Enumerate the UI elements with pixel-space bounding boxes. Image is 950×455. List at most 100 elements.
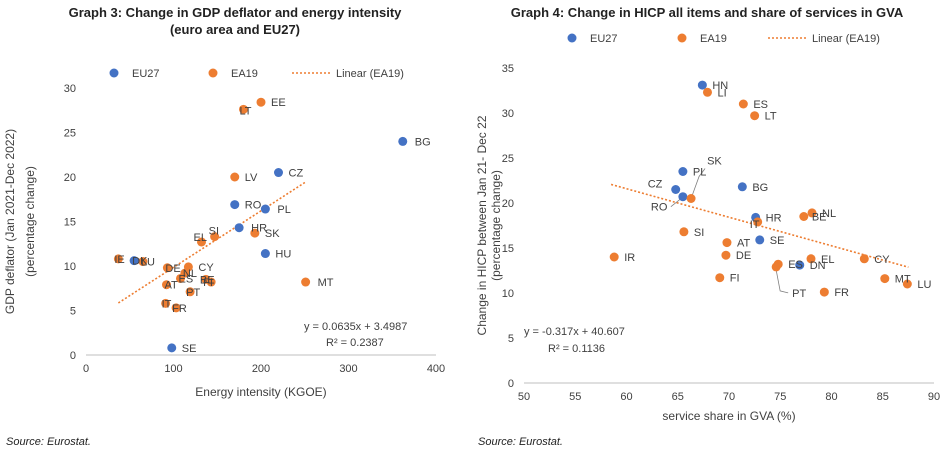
- graph3-trendline: [117, 180, 307, 304]
- graph3-eu27-label-bg: BG: [415, 136, 431, 148]
- graph3-ea19-point-el: [197, 237, 206, 247]
- graph3-ea19-label-at: AT: [165, 280, 179, 292]
- graph4-x-tick-label: 50: [518, 391, 530, 403]
- graph3-y-tick-label: 15: [64, 217, 76, 229]
- graph4-y-tick-label: 0: [508, 378, 514, 390]
- graph3-eu27-point-bg: [398, 136, 408, 146]
- graph3-ea19-point-sk: [250, 228, 260, 238]
- graph4-ea19-point-nl: [807, 208, 817, 218]
- graph4-eu27-label-se: SE: [770, 235, 785, 247]
- graph4-ea19-label-si: SI: [694, 227, 704, 239]
- graph3-title-line2: (euro area and EU27): [169, 22, 301, 37]
- graph3-legend-label: Linear (EA19): [336, 68, 404, 80]
- graph4-x-tick-label: 90: [928, 391, 940, 403]
- graph3-ea19-label-fi: FI: [203, 277, 213, 289]
- graph4-ea19-label-fi: FI: [730, 273, 740, 285]
- graph4-ea19-point-it: [753, 217, 763, 227]
- graph3-eu27-label-pl: PL: [277, 204, 290, 216]
- graph4-ea19-point-cy: [859, 254, 869, 264]
- graph4-ea19-label-at: AT: [737, 238, 751, 250]
- graph3-x-tick-label: 300: [339, 363, 357, 375]
- graph4-eu27-point-bg: [737, 182, 747, 192]
- graph4-ea19-label-lu: LU: [917, 279, 931, 291]
- graph3-eu27-label-hu: HU: [275, 249, 291, 261]
- graph3-eu27-point-dk: [129, 256, 139, 266]
- graph3-eu27-label-se: SE: [182, 343, 197, 355]
- graph3-ea19-label-es: ES: [179, 273, 194, 285]
- graph4-eu27-label-hr: HR: [766, 212, 782, 224]
- graph4-eu27-label-dn: DN: [810, 260, 826, 272]
- graph3-ea19-point-es: [176, 273, 185, 283]
- graph3-source: Source: Eurostat.: [6, 436, 91, 448]
- graph4-ea19-label-lt: LT: [765, 111, 777, 123]
- graph4-y-tick-label: 35: [502, 63, 514, 75]
- graph4-ea19-point-es: [738, 99, 748, 109]
- graph4-x-axis-label: service share in GVA (%): [662, 409, 795, 423]
- graph4-ea19-label-cy: CY: [874, 254, 890, 266]
- graph3-legend-marker: [109, 68, 119, 78]
- graph4-ea19-label-sk: SK: [707, 156, 722, 168]
- graph4-eu27-label-cz: CZ: [648, 179, 663, 191]
- graph4-ea19-label-nl: NL: [822, 208, 836, 220]
- graph3-trend-r2: R² = 0.2387: [326, 337, 384, 349]
- graph4-ea19-point-li: [702, 87, 712, 97]
- graph3-eu27-label-dk: DK: [132, 256, 148, 268]
- graph3-ea19-label-lt: LT: [240, 105, 252, 117]
- graph4-ea19-label-fr: FR: [834, 287, 849, 299]
- graph4-ea19-point-ir: [609, 252, 619, 262]
- graph4-ea19-point-sk: [686, 194, 696, 203]
- graph3-ea19-point-fr: [171, 303, 181, 313]
- graph4-ea19-point-pt: [771, 262, 781, 272]
- graph3-eu27-label-hr: HR: [251, 223, 267, 235]
- graph4-leader-line: [670, 198, 682, 208]
- graph3-eu27-point-hu: [260, 249, 270, 259]
- graph4-eu27-point-dn: [795, 260, 805, 270]
- graph3-y-tick-label: 0: [70, 350, 76, 362]
- graph4-x-tick-label: 65: [672, 391, 684, 403]
- graph3-ea19-label-lu: LU: [141, 257, 155, 269]
- graph3-ea19-label-el: EL: [194, 232, 207, 244]
- graph4-ea19-label-mt: MT: [895, 274, 911, 286]
- graph3-eu27-point-se: [167, 343, 177, 353]
- graph4-title-line1: Graph 4: Change in HICP all items and sh…: [510, 5, 904, 20]
- graph3-eu27-label-cz: CZ: [289, 168, 304, 180]
- graph4-chart: 50 55 60 65 70 75 80 85 90 0 5 10 15 20 25 30 35 service …: [475, 33, 940, 423]
- graph3-legend-label: EU27: [132, 68, 160, 80]
- graph3-ea19-point-at: [162, 280, 171, 290]
- graph3-ea19-point-lu: [138, 257, 148, 267]
- graph3-eu27-point-pl: [260, 204, 270, 214]
- graph4-eu27-label-bg: BG: [752, 182, 768, 194]
- graph4-ea19-label-pt: PT: [792, 288, 806, 300]
- graph3-y-tick-label: 5: [70, 306, 76, 318]
- graph4-ea19-point-lu: [902, 279, 912, 289]
- graph4-x-tick-label: 75: [774, 391, 786, 403]
- graph3-chart: 0 100 200 300 400 0 5 10 15 20 25 30 Energy intensit…: [3, 68, 445, 399]
- graph4-ea19-label-de: DE: [736, 250, 751, 262]
- graph4-ea19-point-fi: [715, 273, 725, 283]
- graph4-y-axis-label: Change in HICP between Jan 21- Dec 22: [475, 115, 489, 335]
- graph4-y-tick-label: 30: [502, 108, 514, 120]
- graph4-panel: Graph 4: Change in HICP all items and sh…: [472, 0, 950, 455]
- graph4-eu27-point-hn: [697, 80, 707, 90]
- graph4-ea19-label-li: LI: [717, 87, 726, 99]
- graph4-legend-marker: [567, 33, 577, 43]
- graph3-ea19-point-si: [210, 232, 220, 242]
- graph3-ea19-point-ee: [256, 97, 266, 107]
- graph3-eu27-point-ro: [230, 200, 240, 210]
- graph3-y-tick-label: 10: [64, 261, 76, 273]
- graph3-y-axis-label: GDP deflator (Jan 2021-Dec 2022): [3, 129, 17, 314]
- graph3-trend-equation: y = 0.0635x + 3.4987: [304, 321, 407, 333]
- graph3-ea19-label-de: DE: [165, 263, 180, 275]
- graph4-ea19-point-si: [679, 227, 689, 237]
- graph4-eu27-point-cz: [671, 185, 681, 194]
- graph3-y-tick-label: 20: [64, 172, 76, 184]
- graph4-title: Graph 4: Change in HICP all items and sh…: [472, 4, 942, 21]
- graph3-ea19-point-fi: [206, 277, 216, 287]
- graph4-source: Source: Eurostat.: [478, 436, 563, 448]
- graph3-ea19-label-be: BE: [200, 274, 215, 286]
- graph4-trend-r2: R² = 0.1136: [548, 343, 605, 355]
- graph3-x-tick-label: 100: [164, 363, 182, 375]
- graph3-ea19-point-pt: [185, 287, 195, 297]
- graph4-leader-line: [690, 168, 706, 199]
- graph4-ea19-label-be: BE: [812, 212, 827, 224]
